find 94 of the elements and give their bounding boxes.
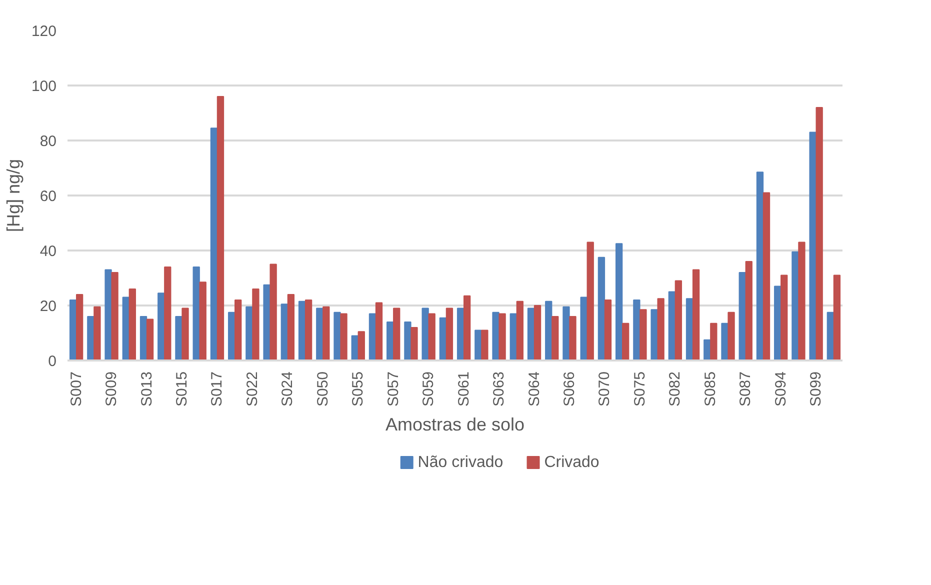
- x-tick-label: S013: [138, 371, 156, 407]
- bar: [745, 261, 752, 360]
- bar: [622, 322, 630, 360]
- y-tick-label: 40: [40, 243, 57, 260]
- y-tick-label: 120: [31, 23, 57, 40]
- bar: [545, 300, 552, 360]
- x-tick-label: S066: [560, 371, 578, 407]
- bar: [674, 280, 682, 360]
- bar: [798, 242, 806, 360]
- bar: [710, 322, 718, 360]
- bar: [552, 316, 559, 360]
- bar: [586, 242, 594, 360]
- x-tick-label: S063: [490, 371, 508, 407]
- legend-label: Não crivado: [418, 454, 504, 471]
- bar: [833, 274, 841, 360]
- bar: [481, 330, 488, 360]
- bar: [498, 313, 506, 360]
- bar: [270, 264, 277, 360]
- bar: [158, 292, 165, 360]
- bar: [216, 96, 224, 360]
- bar: [686, 298, 694, 360]
- bar: [615, 243, 623, 360]
- bar: [562, 306, 570, 360]
- bar: [375, 302, 383, 360]
- bar: [146, 318, 154, 360]
- x-tick-label: S087: [737, 371, 754, 407]
- y-tick-label: 20: [40, 298, 57, 315]
- bar: [657, 298, 664, 360]
- x-tick-label: S009: [103, 371, 120, 407]
- x-tick-label: S055: [350, 371, 367, 407]
- y-tick-label: 0: [48, 353, 56, 370]
- bar: [640, 309, 647, 360]
- x-tick-label: S075: [631, 371, 648, 407]
- x-axis-title: Amostras de solo: [385, 414, 525, 435]
- bar: [428, 313, 436, 360]
- bar: [762, 192, 770, 360]
- y-tick-label: 60: [40, 188, 57, 205]
- x-tick-label: S024: [279, 371, 296, 407]
- bar: [569, 316, 576, 360]
- x-tick-label: S094: [772, 371, 790, 407]
- y-tick-label: 100: [31, 78, 57, 95]
- bar: [104, 269, 112, 360]
- bar: [280, 304, 288, 360]
- bar: [252, 288, 260, 360]
- y-axis-title: [Hg] ng/g: [3, 158, 24, 232]
- x-tick-label: S015: [173, 371, 190, 407]
- bar: [304, 300, 312, 360]
- bar: [809, 132, 816, 360]
- bar: [76, 294, 84, 360]
- bar: [111, 272, 118, 360]
- bar: [192, 266, 200, 360]
- bar: [358, 331, 365, 360]
- bar: [633, 300, 640, 360]
- bar: [728, 312, 735, 360]
- bar: [393, 308, 400, 360]
- bar: [94, 306, 101, 360]
- bar: [234, 300, 242, 360]
- x-tick-label: S082: [666, 371, 684, 407]
- bar: [210, 128, 218, 360]
- bar: [164, 266, 172, 360]
- bar: [792, 251, 799, 360]
- bar: [598, 256, 606, 360]
- bar: [199, 282, 206, 360]
- bar: [128, 288, 136, 360]
- bar: [422, 308, 429, 360]
- bar: [780, 274, 788, 360]
- bar: [340, 313, 348, 360]
- x-tick-label: S099: [808, 371, 825, 407]
- x-tick-label: S022: [244, 371, 261, 407]
- x-tick-label: S057: [384, 371, 402, 407]
- bar: [410, 327, 418, 360]
- bar: [738, 272, 746, 360]
- x-tick-label: S059: [420, 371, 438, 407]
- x-tick-label: S064: [526, 371, 543, 407]
- bar: [756, 172, 764, 360]
- x-tick-label: S007: [68, 371, 85, 407]
- x-tick-label: S061: [455, 371, 472, 407]
- x-tick-label: S070: [596, 371, 614, 407]
- legend-label: Crivado: [544, 454, 600, 471]
- bar: [516, 300, 524, 360]
- x-tick-label: S050: [314, 371, 332, 407]
- y-tick-label: 80: [40, 133, 57, 150]
- bar: [446, 308, 454, 360]
- bar: [534, 305, 542, 360]
- bar: [404, 322, 412, 360]
- bar: [692, 269, 700, 360]
- bar: [816, 107, 823, 360]
- bar: [463, 295, 471, 360]
- bar: [287, 294, 295, 360]
- x-tick-label: S085: [702, 371, 719, 407]
- bar: [182, 308, 189, 360]
- x-tick-label: S017: [208, 371, 226, 407]
- bar: [604, 300, 612, 360]
- bar: [322, 306, 330, 360]
